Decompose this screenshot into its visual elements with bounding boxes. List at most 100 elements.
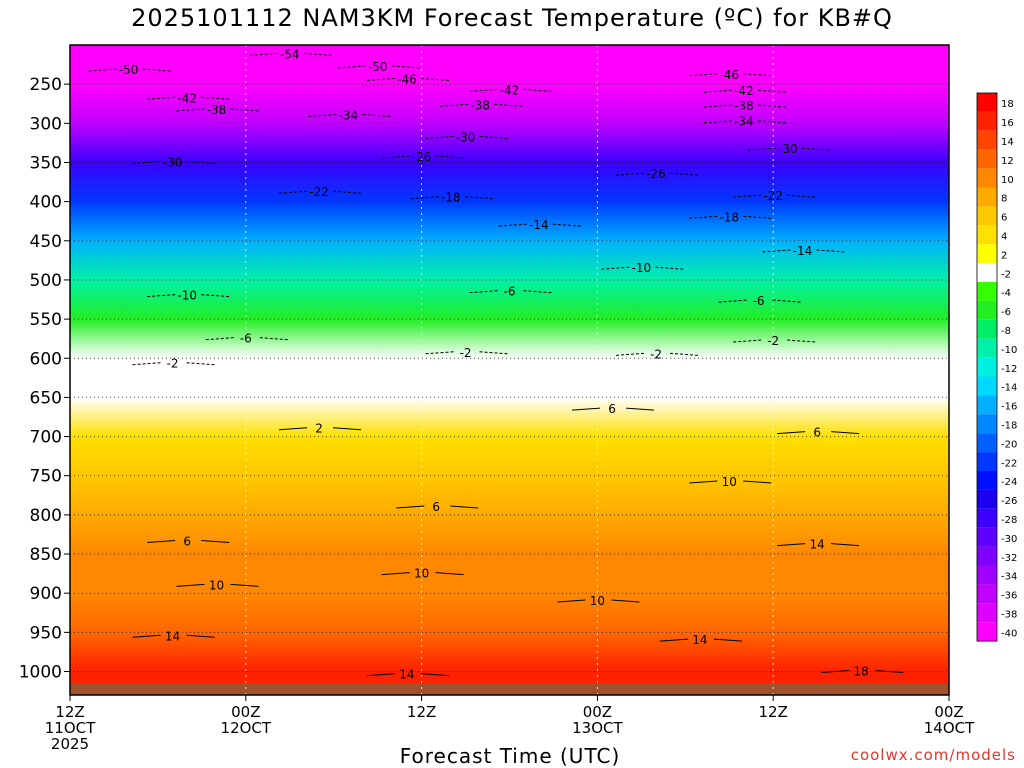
contour-label: -2 [615,347,699,361]
contour-line-segment [450,505,479,509]
colorbar-swatch [977,565,997,585]
contour-value-label: 6 [432,500,440,514]
colorbar-label: 16 [1001,118,1014,129]
contour-value-label: -42 [177,91,197,105]
contour-value-label: 18 [853,665,868,679]
contour-value-label: -14 [529,218,549,232]
contour-value-label: 2 [315,422,323,436]
contour-line-segment [777,543,806,547]
colorbar-swatch [977,168,997,188]
contour-label: -38 [440,98,523,112]
contour-value-label: -6 [240,332,252,346]
contour-value-label: 6 [183,535,191,549]
contour-label: 6 [147,535,230,549]
contour-label: -34 [703,115,786,129]
contour-value-label: -54 [280,47,300,61]
x-tick-date: 12OCT [221,719,272,737]
contour-label: -50 [88,63,171,77]
colorbar-label: 2 [1001,250,1007,261]
contour-line-segment [572,407,601,411]
y-tick-label: 300 [30,114,62,134]
colorbar-swatch [977,622,997,642]
contour-value-label: -2 [767,334,779,348]
contour-value-label: -50 [368,60,388,74]
contour-value-label: -30 [163,155,183,169]
contour-label: -14 [498,218,581,232]
colorbar-label: 4 [1001,231,1007,242]
colorbar-label: -18 [1001,420,1017,431]
contour-label: -26 [615,167,699,181]
y-tick-label: 750 [30,467,62,487]
colorbar-label: -2 [1001,269,1011,280]
colorbar-swatch [977,93,997,112]
colorbar-swatch [977,603,997,623]
contour-line-segment [186,634,215,638]
colorbar-label: -6 [1001,307,1011,318]
contour-value-label: -26 [646,167,666,181]
contour-label: -2 [132,357,215,371]
x-axis-label: Forecast Time (UTC) [399,744,621,768]
contour-line-segment [821,670,850,674]
y-tick-label: 250 [30,75,62,95]
contour-label: -30 [132,155,215,169]
contour-label: -6 [718,294,801,308]
contour-value-label: -2 [650,347,662,361]
colorbar-swatch [977,225,997,245]
contour-value-label: -38 [734,99,754,113]
colorbar-label: -32 [1001,553,1017,564]
colorbar-swatch [977,357,997,377]
contour-label: -46 [366,72,449,86]
colorbar-label: -12 [1001,364,1017,375]
colorbar-label: -40 [1001,628,1017,639]
colorbar-swatch [977,282,997,301]
contour-value-label: 6 [608,402,616,416]
colorbar-swatch [977,376,997,396]
contour-line-segment [230,583,259,587]
ground-surface [70,683,949,695]
colorbar-swatch [977,414,997,434]
x-tick-time: 00Z [231,703,260,721]
colorbar-swatch [977,263,997,282]
colorbar-swatch [977,130,997,150]
colorbar-swatch [977,527,997,547]
y-tick-label: 350 [30,153,62,173]
colorbar-label: -20 [1001,439,1017,450]
colorbar-swatch [977,338,997,358]
contour-value-label: -38 [470,98,490,112]
contour-label: 10 [557,594,640,608]
contour-line-segment [831,431,860,435]
contour-line-segment [147,540,176,544]
contour-value-label: 14 [810,538,825,552]
contour-label: -54 [249,47,332,61]
x-tick-year: 2025 [51,735,89,753]
contour-value-label: -46 [397,72,417,86]
contour-label: -14 [762,244,845,258]
colorbar-label: -10 [1001,345,1017,356]
y-tick-label: 800 [30,506,62,526]
contour-label: -50 [337,60,420,74]
contour-line-segment [875,670,904,674]
colorbar-label: -8 [1001,326,1011,337]
contour-line-segment [626,407,655,411]
contour-value-label: -2 [167,357,179,371]
contour-value-label: -50 [119,63,139,77]
contour-label: 10 [689,475,772,489]
contour-value-label: -46 [719,68,739,82]
contour-label: 6 [777,426,860,440]
contour-value-label: 10 [722,475,737,489]
contour-label: -10 [601,261,684,275]
colorbar-label: 8 [1001,194,1007,205]
contour-label: 2 [279,422,362,436]
credit-link[interactable]: coolwx.com/models [850,746,1016,764]
contour-label: -30 [425,130,508,144]
colorbar-label: 6 [1001,213,1007,224]
colorbar-swatch [977,149,997,169]
contour-line-segment [743,480,772,484]
colorbar-label: -26 [1001,496,1017,507]
contour-label: -18 [410,191,493,205]
contour-value-label: -22 [309,185,329,199]
contour-value-label: -10 [632,261,652,275]
contour-label: 18 [821,665,904,679]
contour-value-label: -18 [441,191,461,205]
